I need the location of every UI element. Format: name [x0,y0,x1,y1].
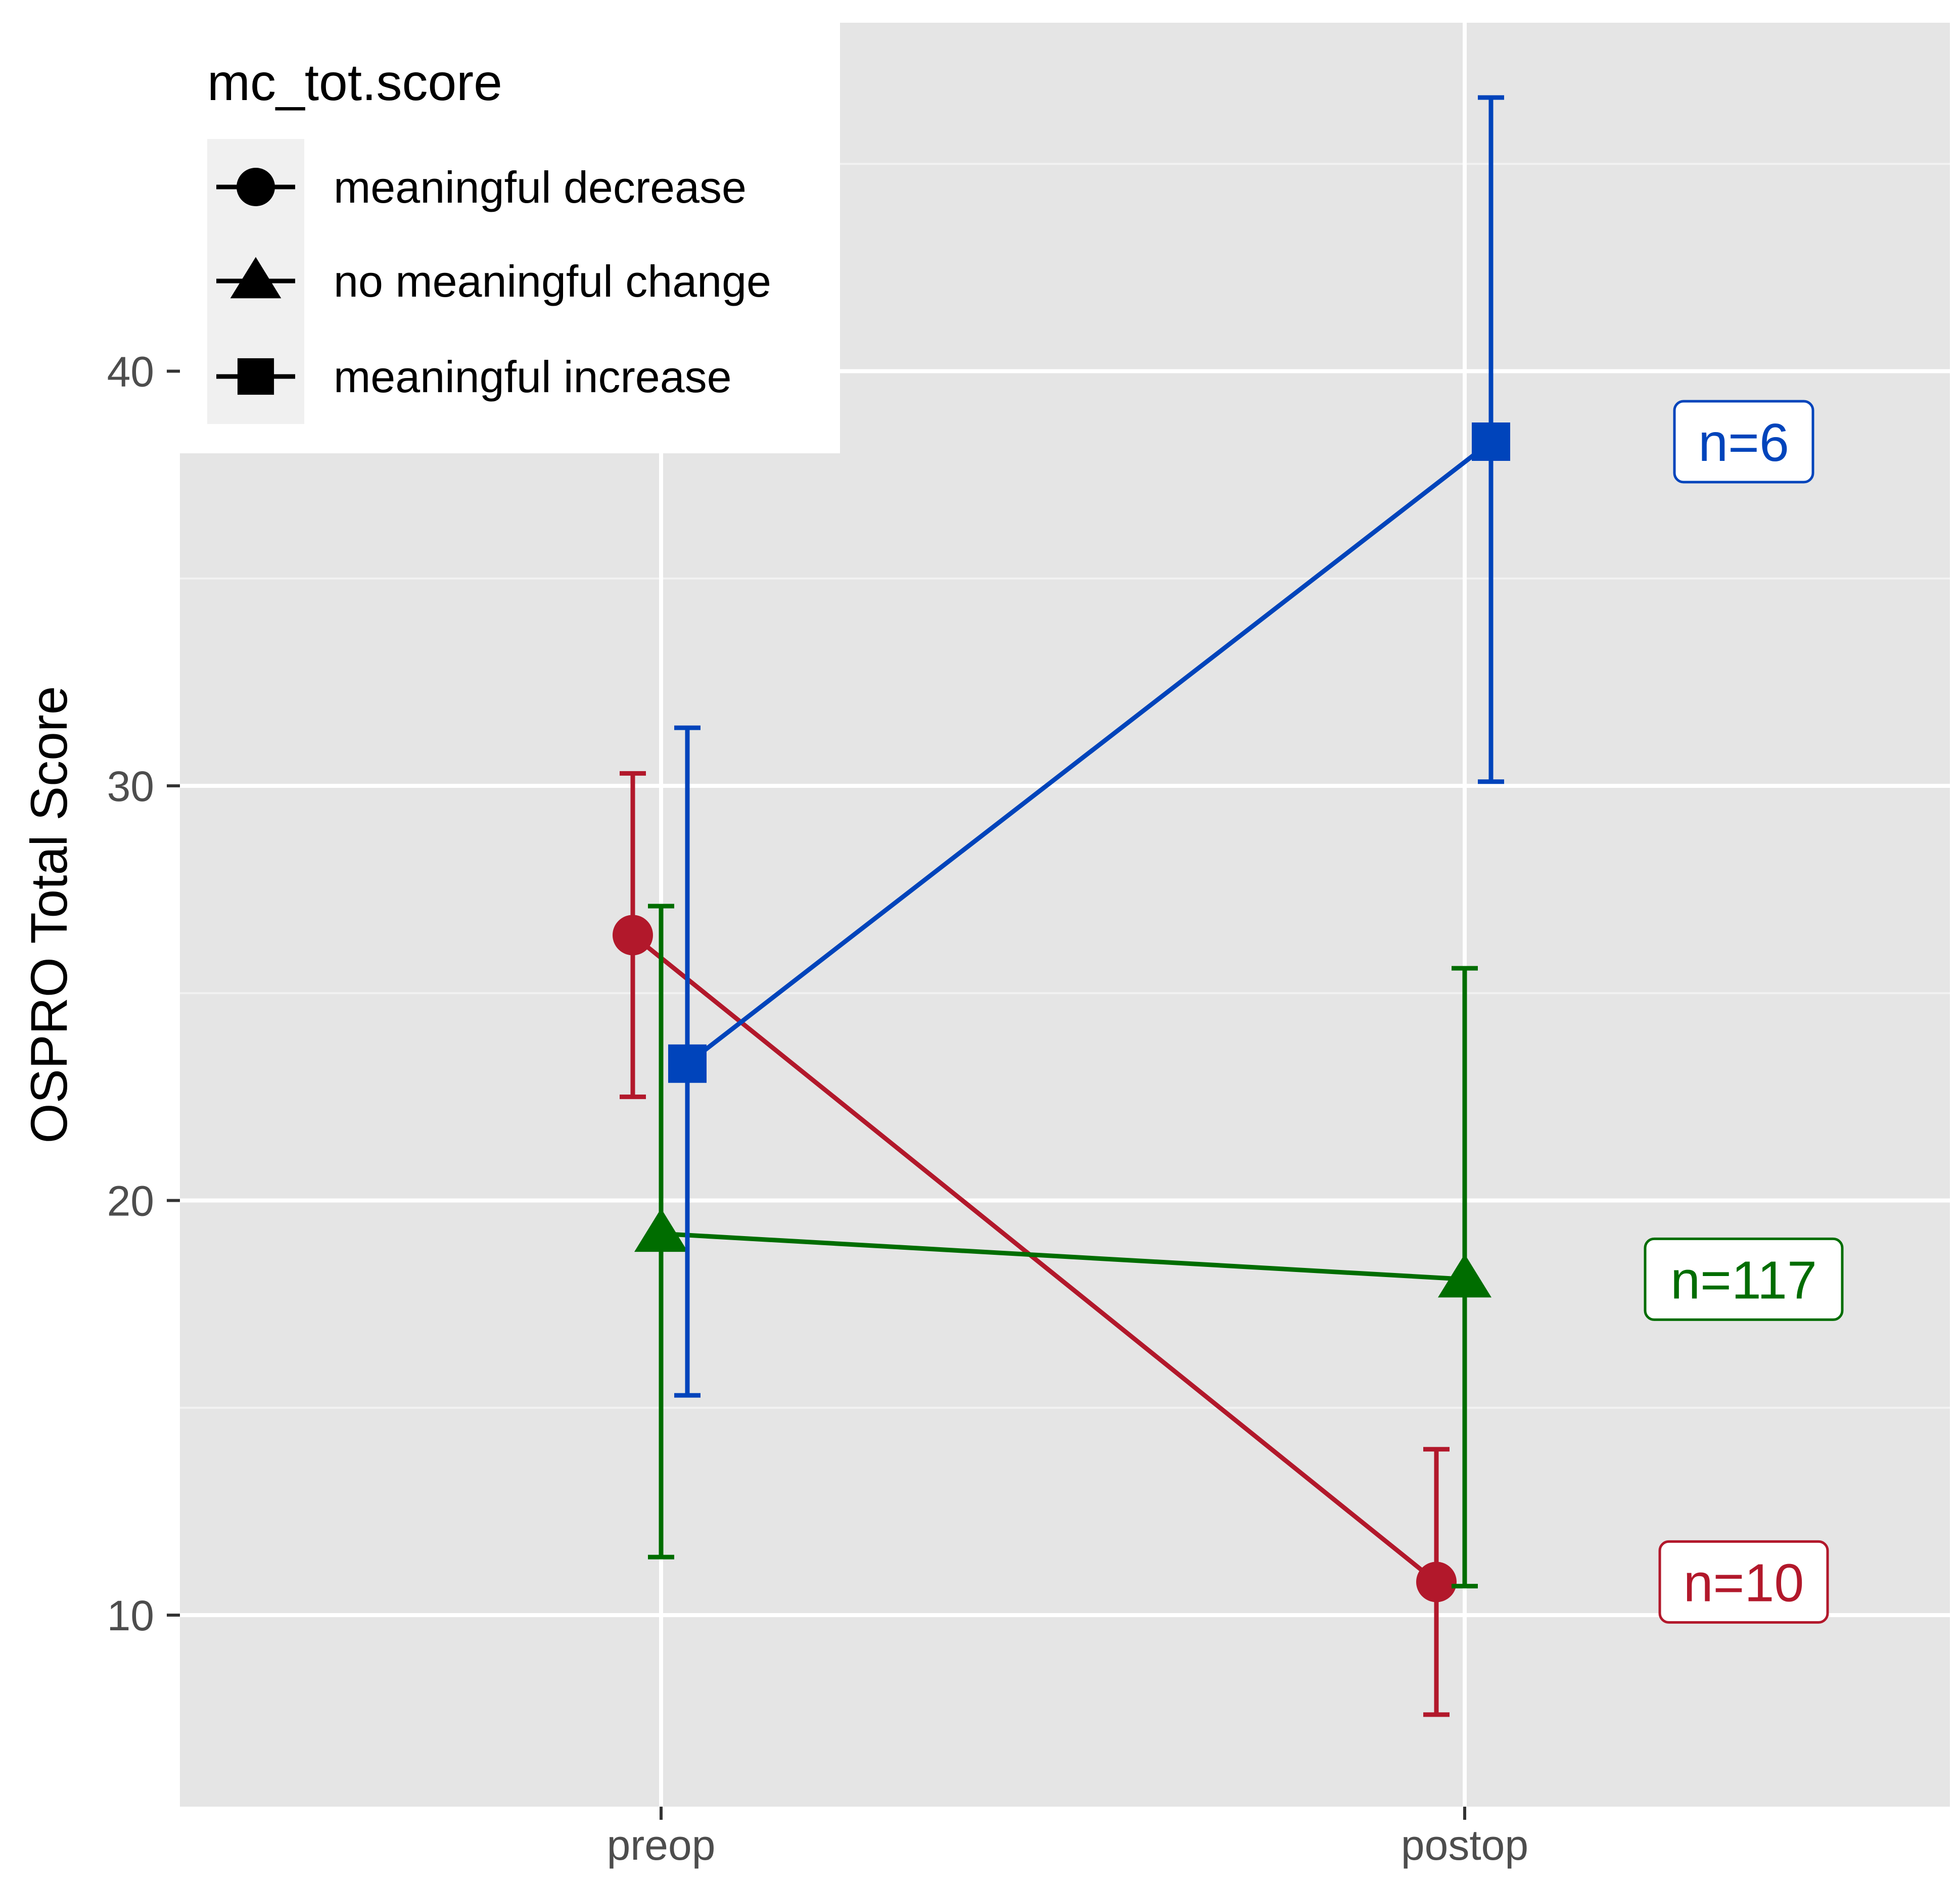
x-tick-label: postop [1401,1821,1528,1869]
data-point [668,1044,707,1083]
data-point [613,915,653,956]
y-axis-title: OSPRO Total Score [20,686,78,1143]
n-label: n=10 [1684,1553,1804,1613]
series-layer [613,95,1510,1717]
data-point [634,1208,688,1252]
y-tick-label: 40 [107,348,154,396]
legend-label: no meaningful change [334,256,771,306]
n-label-box [1658,1540,1829,1624]
legend-item: meaningful decrease [216,162,746,212]
legend-key-triangle [230,257,282,299]
legend-items: meaningful decrease no meaningful change m… [216,162,771,402]
series-square [668,95,1510,1398]
y-tick-label: 30 [107,763,154,810]
n-label-layer: n=10 n=117 n=6 [1644,400,1844,1624]
legend-item: meaningful increase [216,352,732,402]
legend-label: meaningful decrease [334,162,746,212]
x-tick-label: preop [607,1821,716,1869]
y-tick-label: 10 [107,1592,154,1639]
series-line [686,440,1492,1066]
n-label-box [1644,1237,1844,1321]
series-line [661,1231,1465,1282]
n-label: n=6 [1698,413,1789,473]
series-triangle [634,904,1491,1589]
series-circle [613,771,1457,1717]
n-label-box [1673,400,1814,484]
series-line [631,933,1438,1584]
legend-title: mc_tot.score [207,54,502,111]
y-tick-label: 20 [107,1177,154,1225]
legend-key-circle [237,168,275,206]
data-point [1438,1254,1491,1298]
axis-layer: 10 20 30 40 preop postop [107,348,1529,1869]
data-point [1472,422,1510,461]
legend: mc_tot.score meaningful decrease no meani… [180,23,840,453]
n-label: n=117 [1670,1250,1817,1310]
data-point [1416,1562,1457,1602]
legend-key-square [237,358,274,395]
legend-label: meaningful increase [334,352,732,402]
legend-item: no meaningful change [216,256,771,306]
